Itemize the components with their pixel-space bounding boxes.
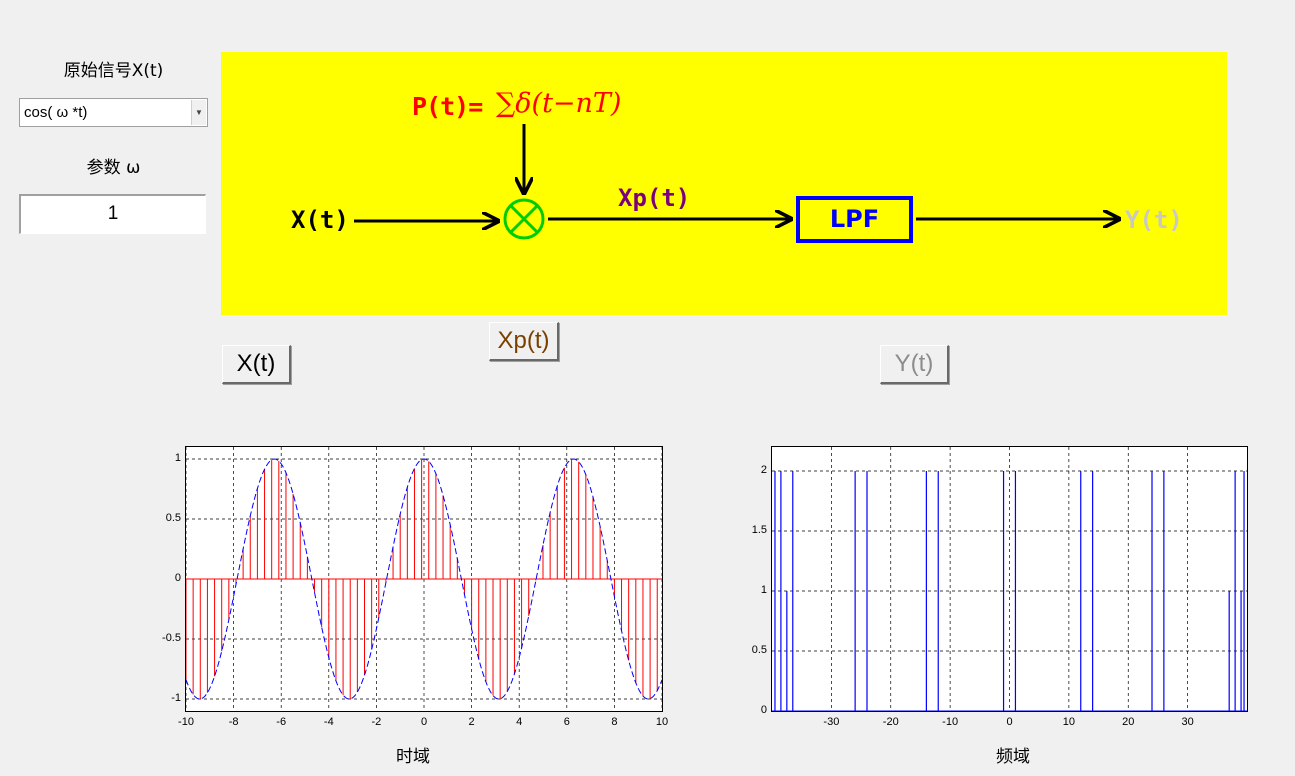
time-domain-plot <box>185 447 663 711</box>
pulse-formula: ∑δ(t−nT) <box>496 88 622 119</box>
x-tick-label: 0 <box>1006 716 1013 728</box>
time-domain-axes <box>185 446 663 712</box>
lpf-box <box>796 196 913 243</box>
y-tick-label: 1 <box>174 452 181 464</box>
x-tick-label: 8 <box>611 716 618 728</box>
x-tick-label: 30 <box>1181 716 1194 728</box>
y-tick-label: 0.5 <box>751 644 767 656</box>
x-tick-label: 6 <box>563 716 570 728</box>
output-label: Y(t) <box>1125 206 1183 234</box>
param-label: 参数 ω <box>86 158 141 178</box>
xt-button[interactable]: X(t) <box>222 345 291 384</box>
sampled-label: Xp(t) <box>618 184 691 212</box>
freq-domain-plot <box>772 447 1247 712</box>
freq-domain-axes <box>771 446 1248 712</box>
y-tick-label: -1 <box>171 692 181 704</box>
diagram-canvas <box>354 124 1227 243</box>
x-tick-label: -10 <box>942 716 959 728</box>
x-tick-label: -10 <box>178 716 194 728</box>
multiplier-icon <box>503 198 545 240</box>
sampling-block-diagram: X(t) P(t)= ∑δ(t−nT) Xp(t) LPF Y(t) <box>221 52 1227 315</box>
x-tick-label: 10 <box>1062 716 1075 728</box>
input-label: X(t) <box>291 206 349 234</box>
signal-select[interactable]: cos( ω *t) ▼ <box>19 98 208 127</box>
y-tick-label: 1 <box>760 584 767 596</box>
filter-label: LPF <box>829 205 880 233</box>
x-tick-label: 10 <box>655 716 669 728</box>
y-tick-label: 1.5 <box>751 524 767 536</box>
x-tick-label: -30 <box>823 716 840 728</box>
signal-select-value: cos( ω *t) <box>24 104 88 121</box>
yt-button[interactable]: Y(t) <box>880 345 949 384</box>
x-tick-label: -4 <box>323 716 334 728</box>
x-tick-label: -20 <box>882 716 899 728</box>
time-domain-xlabel: 时域 <box>396 747 430 767</box>
x-tick-label: -6 <box>276 716 287 728</box>
xpt-button[interactable]: Xp(t) <box>489 322 559 361</box>
x-tick-label: 0 <box>420 716 428 728</box>
y-tick-label: 0 <box>174 572 181 584</box>
x-tick-label: -2 <box>371 716 382 728</box>
freq-domain-xlabel: 频域 <box>996 747 1030 767</box>
dropdown-arrow-icon[interactable]: ▼ <box>191 100 206 125</box>
y-tick-label: 0.5 <box>165 512 181 524</box>
y-tick-label: 2 <box>760 464 767 476</box>
x-tick-label: 4 <box>516 716 523 728</box>
signal-label: 原始信号X(t) <box>63 61 164 81</box>
y-tick-label: 0 <box>760 704 767 716</box>
x-tick-label: -8 <box>228 716 239 728</box>
param-omega-input[interactable]: 1 <box>19 194 206 234</box>
continuous-signal-line <box>185 458 663 700</box>
pulse-label: P(t)= <box>412 92 483 121</box>
x-tick-label: 20 <box>1122 716 1135 728</box>
y-tick-label: -0.5 <box>162 632 181 644</box>
x-tick-label: 2 <box>468 716 475 728</box>
